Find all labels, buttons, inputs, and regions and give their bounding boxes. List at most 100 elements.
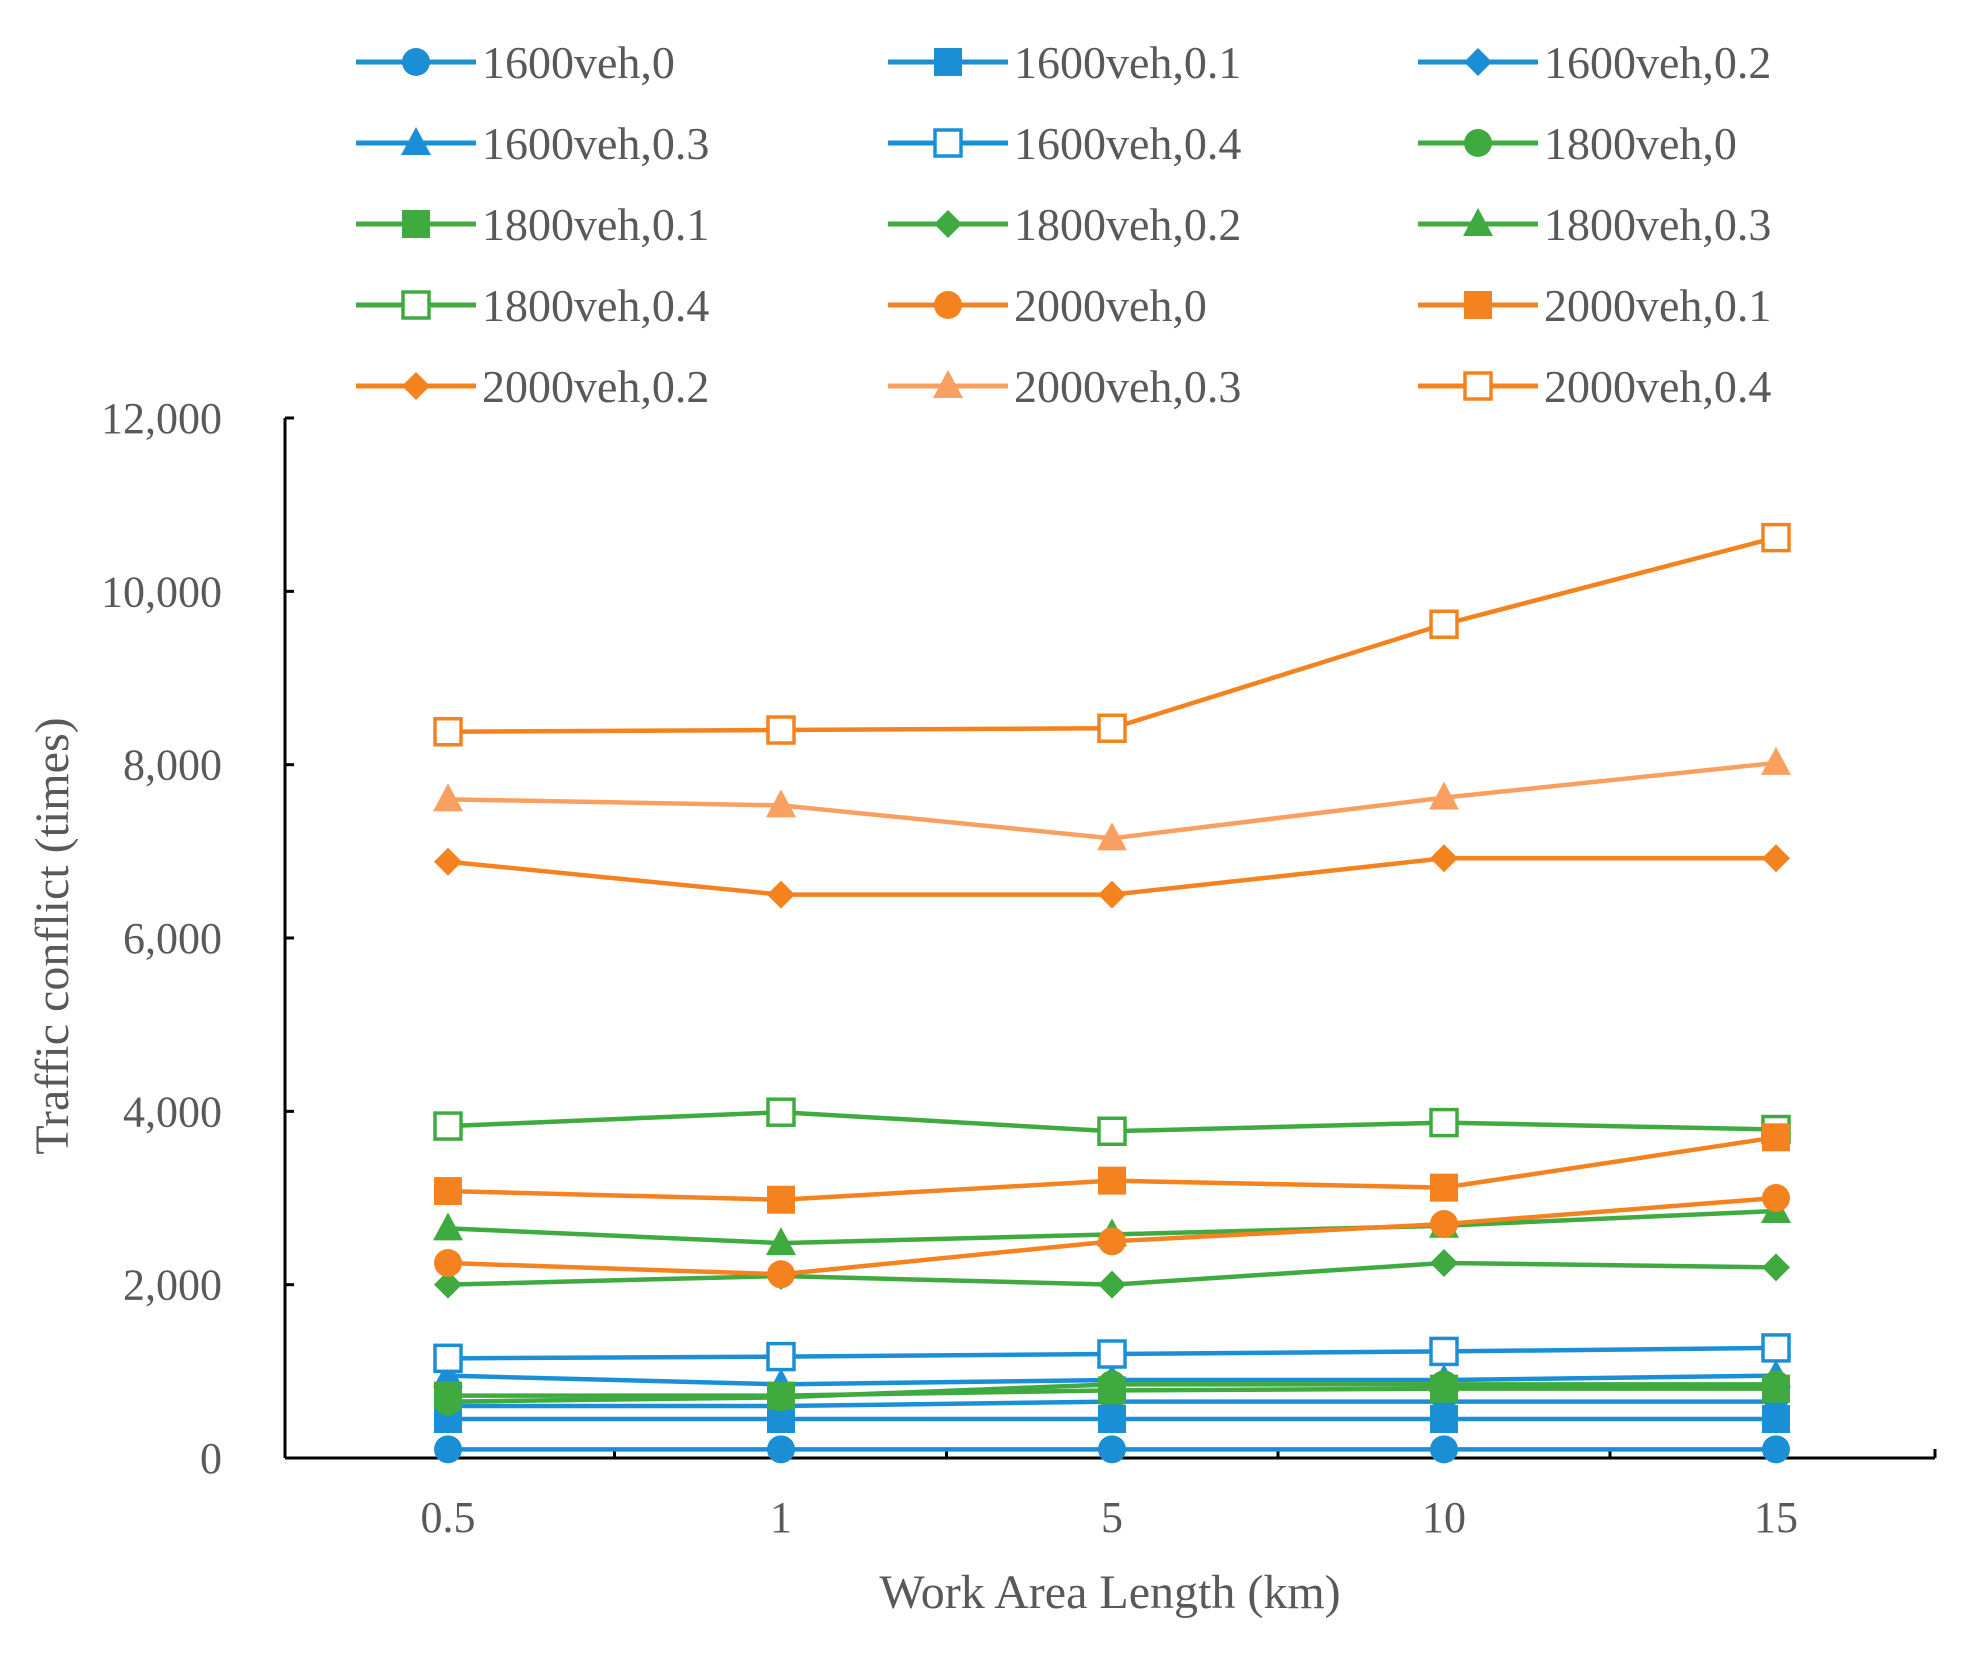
- data-point-2000veh-0-2-4: [1762, 844, 1790, 873]
- y-tick-label: 12,000: [101, 394, 222, 443]
- legend-label: 1600veh,0.1: [1014, 37, 1241, 88]
- legend-label: 1800veh,0.3: [1544, 199, 1771, 250]
- series-2000veh-0: [434, 1184, 1790, 1289]
- legend-item-1800veh-0-1: 1800veh,0.1: [356, 199, 709, 250]
- data-point-1600veh-0-1: [767, 1435, 795, 1464]
- data-point-2000veh-0-3-4: [1761, 746, 1791, 775]
- data-point-1800veh-0-3-1: [766, 1227, 796, 1256]
- legend-item-1600veh-0-4: 1600veh,0.4: [888, 118, 1241, 169]
- data-point-2000veh-0-0: [434, 1249, 462, 1277]
- x-tick-label: 5: [1101, 1493, 1123, 1542]
- legend-item-2000veh-0: 2000veh,0: [888, 280, 1207, 331]
- legend-marker: [934, 291, 962, 319]
- legend-marker: [1464, 129, 1492, 157]
- y-axis-title: Traffic conflict (times): [26, 717, 79, 1154]
- legend-marker: [934, 48, 962, 76]
- data-point-1800veh-0-1-4: [1762, 1374, 1790, 1403]
- series-layer: [433, 522, 1791, 1464]
- y-axis: 0 2,000 4,000 6,000 8,000 10,000 12,000: [101, 394, 294, 1483]
- legend-marker: [933, 370, 963, 398]
- legend-label: 2000veh,0.2: [482, 361, 709, 412]
- legend-item-1600veh-0-2: 1600veh,0.2: [1418, 37, 1771, 88]
- series-1800veh-0-2: [434, 1249, 1790, 1299]
- legend-item-1800veh-0-4: 1800veh,0.4: [356, 280, 709, 331]
- data-point-2000veh-0-2-1: [767, 880, 795, 909]
- data-point-1800veh-0-4-2: [1097, 1116, 1127, 1147]
- y-tick-label: 10,000: [101, 567, 222, 616]
- series-2000veh-0-1: [434, 1123, 1790, 1214]
- data-point-2000veh-0-1-3: [1430, 1173, 1458, 1202]
- data-point-1800veh-0-3-0: [433, 1212, 463, 1241]
- legend-label: 1600veh,0.3: [482, 118, 709, 169]
- data-point-1600veh-0-3: [1430, 1435, 1458, 1464]
- legend-marker: [1463, 371, 1493, 401]
- data-point-1800veh-0-1-1: [767, 1381, 795, 1410]
- legend-item-2000veh-0-1: 2000veh,0.1: [1418, 280, 1771, 331]
- data-point-1800veh-0-2-0: [434, 1270, 462, 1299]
- y-tick-label: 4,000: [123, 1087, 222, 1136]
- data-point-2000veh-0-1-1: [767, 1185, 795, 1214]
- y-tick-label: 2,000: [123, 1261, 222, 1310]
- data-point-2000veh-0-2: [1098, 1227, 1126, 1256]
- data-point-2000veh-0-1-2: [1098, 1166, 1126, 1195]
- data-point-2000veh-0-2-3: [1430, 844, 1458, 873]
- data-point-2000veh-0-4: [1762, 1184, 1790, 1212]
- legend-label: 2000veh,0.4: [1544, 361, 1771, 412]
- legend-marker: [1464, 291, 1492, 319]
- legend-item-1800veh-0-2: 1800veh,0.2: [888, 199, 1241, 250]
- legend-item-1800veh-0: 1800veh,0: [1418, 118, 1737, 169]
- legend-label: 2000veh,0.1: [1544, 280, 1771, 331]
- legend-marker: [402, 48, 430, 76]
- data-point-1600veh-0-2: [1098, 1435, 1126, 1464]
- legend-label: 1800veh,0.4: [482, 280, 709, 331]
- legend-item-1600veh-0: 1600veh,0: [356, 37, 675, 88]
- data-point-1800veh-0-4-0: [433, 1111, 463, 1141]
- x-tick-label: 1: [770, 1493, 792, 1542]
- legend-marker: [933, 128, 963, 158]
- data-point-2000veh-0-1-4: [1762, 1123, 1790, 1152]
- series-1800veh-0-4: [433, 1097, 1791, 1147]
- data-point-2000veh-0-4-1: [766, 715, 796, 745]
- legend-label: 1800veh,0.1: [482, 199, 709, 250]
- data-point-2000veh-0-4-4: [1761, 522, 1791, 553]
- legend-marker: [401, 290, 431, 320]
- data-point-2000veh-0-2-0: [434, 847, 462, 876]
- data-point-2000veh-0-3-0: [433, 783, 463, 812]
- data-point-2000veh-0-3-3: [1429, 781, 1459, 810]
- legend-label: 1600veh,0.4: [1014, 118, 1241, 169]
- data-point-1800veh-0-2-3: [1430, 1249, 1458, 1277]
- x-tick-label: 10: [1422, 1493, 1466, 1542]
- data-point-1800veh-0-1-0: [434, 1381, 462, 1410]
- legend-label: 2000veh,0: [1014, 280, 1207, 331]
- legend-marker: [1463, 208, 1493, 236]
- legend-marker: [934, 210, 962, 238]
- legend-marker: [401, 127, 431, 155]
- legend-label: 1600veh,0: [482, 37, 675, 88]
- y-tick-label: 6,000: [123, 914, 222, 963]
- series-2000veh-0-4: [433, 522, 1791, 747]
- data-point-1600veh-0-4-1: [766, 1341, 796, 1372]
- legend-item-1800veh-0-3: 1800veh,0.3: [1418, 199, 1771, 250]
- data-point-2000veh-0-3-2: [1097, 822, 1127, 851]
- legend-item-2000veh-0-3: 2000veh,0.3: [888, 361, 1241, 412]
- y-tick-label: 8,000: [123, 741, 222, 790]
- data-point-2000veh-0-3: [1430, 1210, 1458, 1238]
- series-2000veh-0-3: [433, 746, 1791, 851]
- legend-item-1600veh-0-1: 1600veh,0.1: [888, 37, 1241, 88]
- series-line-2000veh-0-4: [447, 535, 1777, 734]
- data-point-1800veh-0-4-3: [1429, 1107, 1459, 1138]
- data-point-1600veh-0-4: [1762, 1435, 1790, 1464]
- data-point-2000veh-0-4-0: [433, 716, 463, 747]
- legend-marker: [402, 210, 430, 238]
- data-point-1600veh-0-3-0: [433, 1359, 463, 1388]
- data-point-2000veh-0-2-2: [1098, 880, 1126, 909]
- legend-item-2000veh-0-2: 2000veh,0.2: [356, 361, 709, 412]
- series-1800veh-0-1: [434, 1374, 1790, 1410]
- data-point-2000veh-0-1-0: [434, 1177, 462, 1206]
- data-point-1600veh-0-0: [434, 1435, 462, 1464]
- legend-item-1600veh-0-3: 1600veh,0.3: [356, 118, 709, 169]
- legend-marker: [1464, 48, 1492, 76]
- x-axis-title: Work Area Length (km): [879, 1566, 1340, 1619]
